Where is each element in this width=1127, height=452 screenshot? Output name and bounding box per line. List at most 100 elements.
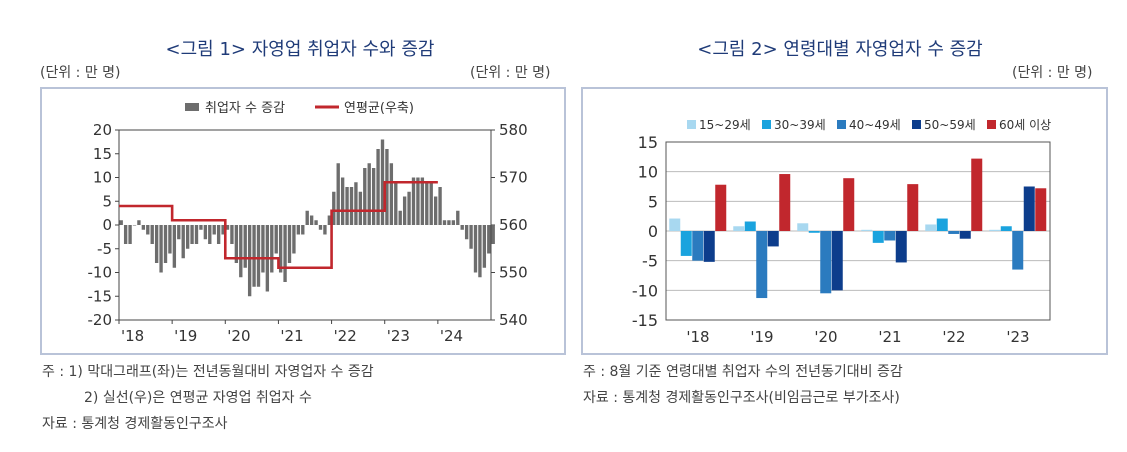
bar-employment-change xyxy=(168,225,172,254)
y-tick-label: -10 xyxy=(632,281,658,300)
bar-employment-change xyxy=(252,225,256,287)
legend-swatch xyxy=(987,120,996,129)
bar-employment-change xyxy=(389,163,394,225)
bar-employment-change xyxy=(429,182,433,225)
bar-employment-change xyxy=(278,225,283,273)
bar-employment-change xyxy=(451,220,456,225)
bar-employment-change xyxy=(438,187,442,225)
bar-employment-change xyxy=(309,215,314,225)
bar-employment-change xyxy=(473,225,478,273)
bar-employment-change xyxy=(150,225,154,244)
bar-employment-change xyxy=(349,187,354,225)
fig1-unit-left: (단위 : 만 명) xyxy=(40,65,121,81)
fig1-unit-right: (단위 : 만 명) xyxy=(470,65,551,81)
bar-employment-change xyxy=(420,177,425,225)
y-left-tick-label: 15 xyxy=(93,145,112,163)
fig2-note-1: 주 : 8월 기준 연령대별 취업자 수의 전년동기대비 증감 xyxy=(583,364,903,380)
legend-swatch xyxy=(687,120,696,129)
bar-age30-39 xyxy=(744,221,756,231)
legend-label-line: 연평균(우축) xyxy=(344,101,414,116)
bar-employment-change xyxy=(177,225,181,240)
bar-employment-change xyxy=(358,191,363,225)
bar-employment-change xyxy=(460,225,464,230)
y-left-tick-label: -15 xyxy=(88,287,113,305)
x-tick-label: '18 xyxy=(686,328,709,346)
bar-employment-change xyxy=(154,225,159,263)
bar-employment-change xyxy=(256,225,261,287)
y-left-tick-label: 20 xyxy=(93,121,112,139)
bar-age50-59 xyxy=(895,231,907,263)
bar-employment-change xyxy=(190,225,194,244)
bar-employment-change xyxy=(407,191,411,225)
y-tick-label: 0 xyxy=(648,222,658,241)
fig2-unit: (단위 : 만 명) xyxy=(1012,65,1093,81)
bar-employment-change xyxy=(411,177,416,225)
legend-swatch xyxy=(762,120,771,129)
bar-age30-39 xyxy=(936,218,948,231)
y-left-tick-label: 10 xyxy=(93,169,112,187)
fig1-title: <그림 1> 자영업 취업자 수와 증감 xyxy=(165,39,435,60)
bar-employment-change xyxy=(208,225,212,244)
bar-employment-change xyxy=(292,225,296,254)
bar-employment-change xyxy=(123,225,128,244)
bar-employment-change xyxy=(212,225,216,235)
bar-employment-change xyxy=(332,191,336,225)
bar-age40-49 xyxy=(884,231,896,241)
fig2-frame: -15 -10 -5 0 5 10 15 '18 '19 '20 '21 '22 '23 15~29세 30… xyxy=(581,87,1108,355)
fig1-note-2: 2) 실선(우)은 연평균 자영업 취업자 수 xyxy=(84,390,312,406)
y-left-tick-label: 5 xyxy=(102,192,112,210)
bar-age40-49 xyxy=(820,231,832,294)
bar-employment-change xyxy=(354,182,358,225)
bar-age30-39 xyxy=(808,231,820,233)
y-right-tick-label: 560 xyxy=(499,216,528,234)
bar-employment-change xyxy=(146,225,150,235)
bar-age15-29 xyxy=(989,229,1001,231)
bar-employment-change xyxy=(367,163,371,225)
bar-employment-change xyxy=(464,225,469,240)
bar-employment-change xyxy=(380,139,385,225)
bar-age50-59 xyxy=(767,231,779,247)
legend-label: 30~39세 xyxy=(774,118,826,132)
fig2-chart: -15 -10 -5 0 5 10 15 '18 '19 '20 '21 '22 '23 15~29세 30… xyxy=(632,118,1051,346)
bar-employment-change xyxy=(203,225,208,240)
y-right-tick-label: 570 xyxy=(499,169,528,187)
bar-age15-29 xyxy=(669,218,681,231)
y-left-tick-label: -5 xyxy=(97,240,112,258)
y-tick-label: -15 xyxy=(632,311,658,330)
legend-label: 50~59세 xyxy=(924,118,976,132)
bar-age50-59 xyxy=(1023,186,1035,231)
bar-age15-29 xyxy=(861,229,873,231)
bar-employment-change xyxy=(274,225,278,254)
bar-employment-change xyxy=(398,210,402,225)
bar-employment-change xyxy=(371,168,376,225)
bar-age15-29 xyxy=(925,224,937,231)
bar-employment-change xyxy=(327,215,332,225)
x-tick-label: '20 xyxy=(814,328,837,346)
bar-age60plus xyxy=(907,184,919,231)
bar-employment-change xyxy=(128,225,132,244)
bar-age40-49 xyxy=(756,231,768,299)
bar-employment-change xyxy=(225,225,230,230)
bar-employment-change xyxy=(296,225,301,235)
fig2-title: <그림 2> 연령대별 자영업자 수 증감 xyxy=(697,39,983,60)
bar-employment-change xyxy=(394,182,398,225)
bar-employment-change xyxy=(270,225,274,273)
bar-employment-change xyxy=(425,182,429,225)
bar-age50-59 xyxy=(831,231,843,291)
bar-employment-change xyxy=(172,225,177,268)
bar-employment-change xyxy=(385,149,389,225)
bar-age30-39 xyxy=(1000,226,1012,231)
x-tick-label: '19 xyxy=(174,327,197,345)
x-tick-label: '23 xyxy=(387,327,410,345)
x-tick-label: '24 xyxy=(440,327,463,345)
legend-label: 40~49세 xyxy=(849,118,901,132)
bar-employment-change xyxy=(141,225,146,230)
bar-employment-change xyxy=(487,225,491,254)
bar-employment-change xyxy=(318,225,323,230)
bar-employment-change xyxy=(243,225,247,268)
bar-age15-29 xyxy=(733,226,745,231)
bar-employment-change xyxy=(376,149,380,225)
legend-label-bar: 취업자 수 증감 xyxy=(205,101,285,116)
fig2-source: 자료 : 통계청 경제활동인구조사(비임금근로 부가조사) xyxy=(583,390,900,406)
bar-employment-change xyxy=(442,220,447,225)
